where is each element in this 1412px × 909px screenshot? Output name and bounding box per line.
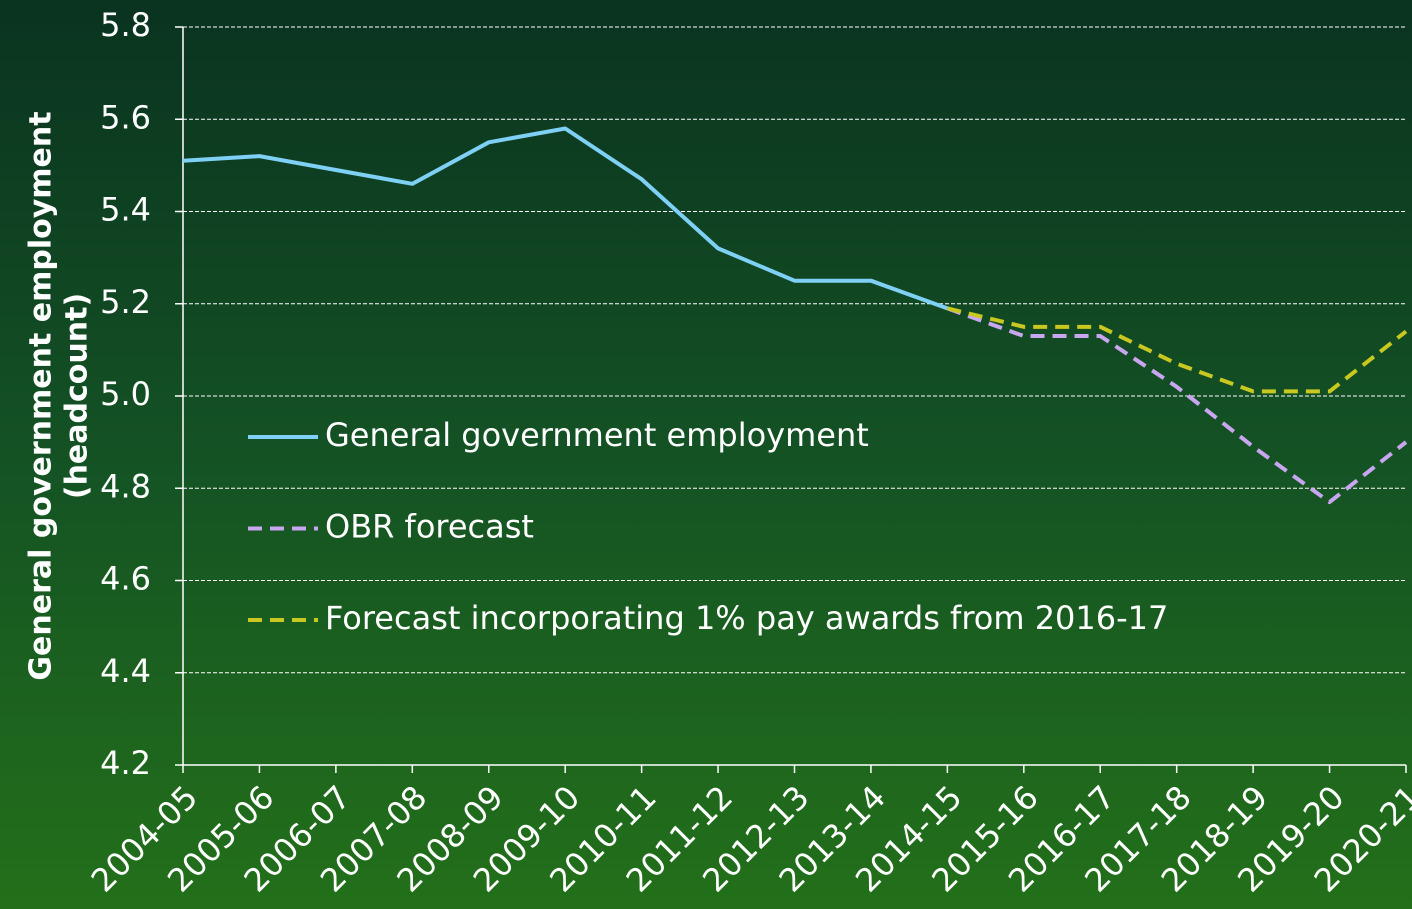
legend-label: OBR forecast (325, 508, 534, 546)
y-tick-label: 5.8 (100, 6, 151, 44)
y-tick-label: 5.6 (100, 98, 151, 136)
y-tick-label: 5.2 (100, 283, 151, 321)
y-tick-label: 5.4 (100, 191, 151, 229)
y-tick-label: 4.6 (100, 560, 151, 598)
legend-label: Forecast incorporating 1% pay awards fro… (325, 599, 1168, 637)
y-axis-label: (headcount) (60, 293, 95, 499)
legend-label: General government employment (325, 416, 869, 454)
series-line (946, 306, 1408, 394)
y-tick-label: 5.0 (100, 375, 151, 413)
y-tick-label: 4.4 (100, 652, 151, 690)
y-tick-label: 4.2 (100, 744, 151, 782)
series-line (182, 126, 949, 311)
y-axis-label: General government employment (24, 111, 59, 680)
series-line (946, 306, 1408, 505)
y-tick-label: 4.8 (100, 467, 151, 505)
